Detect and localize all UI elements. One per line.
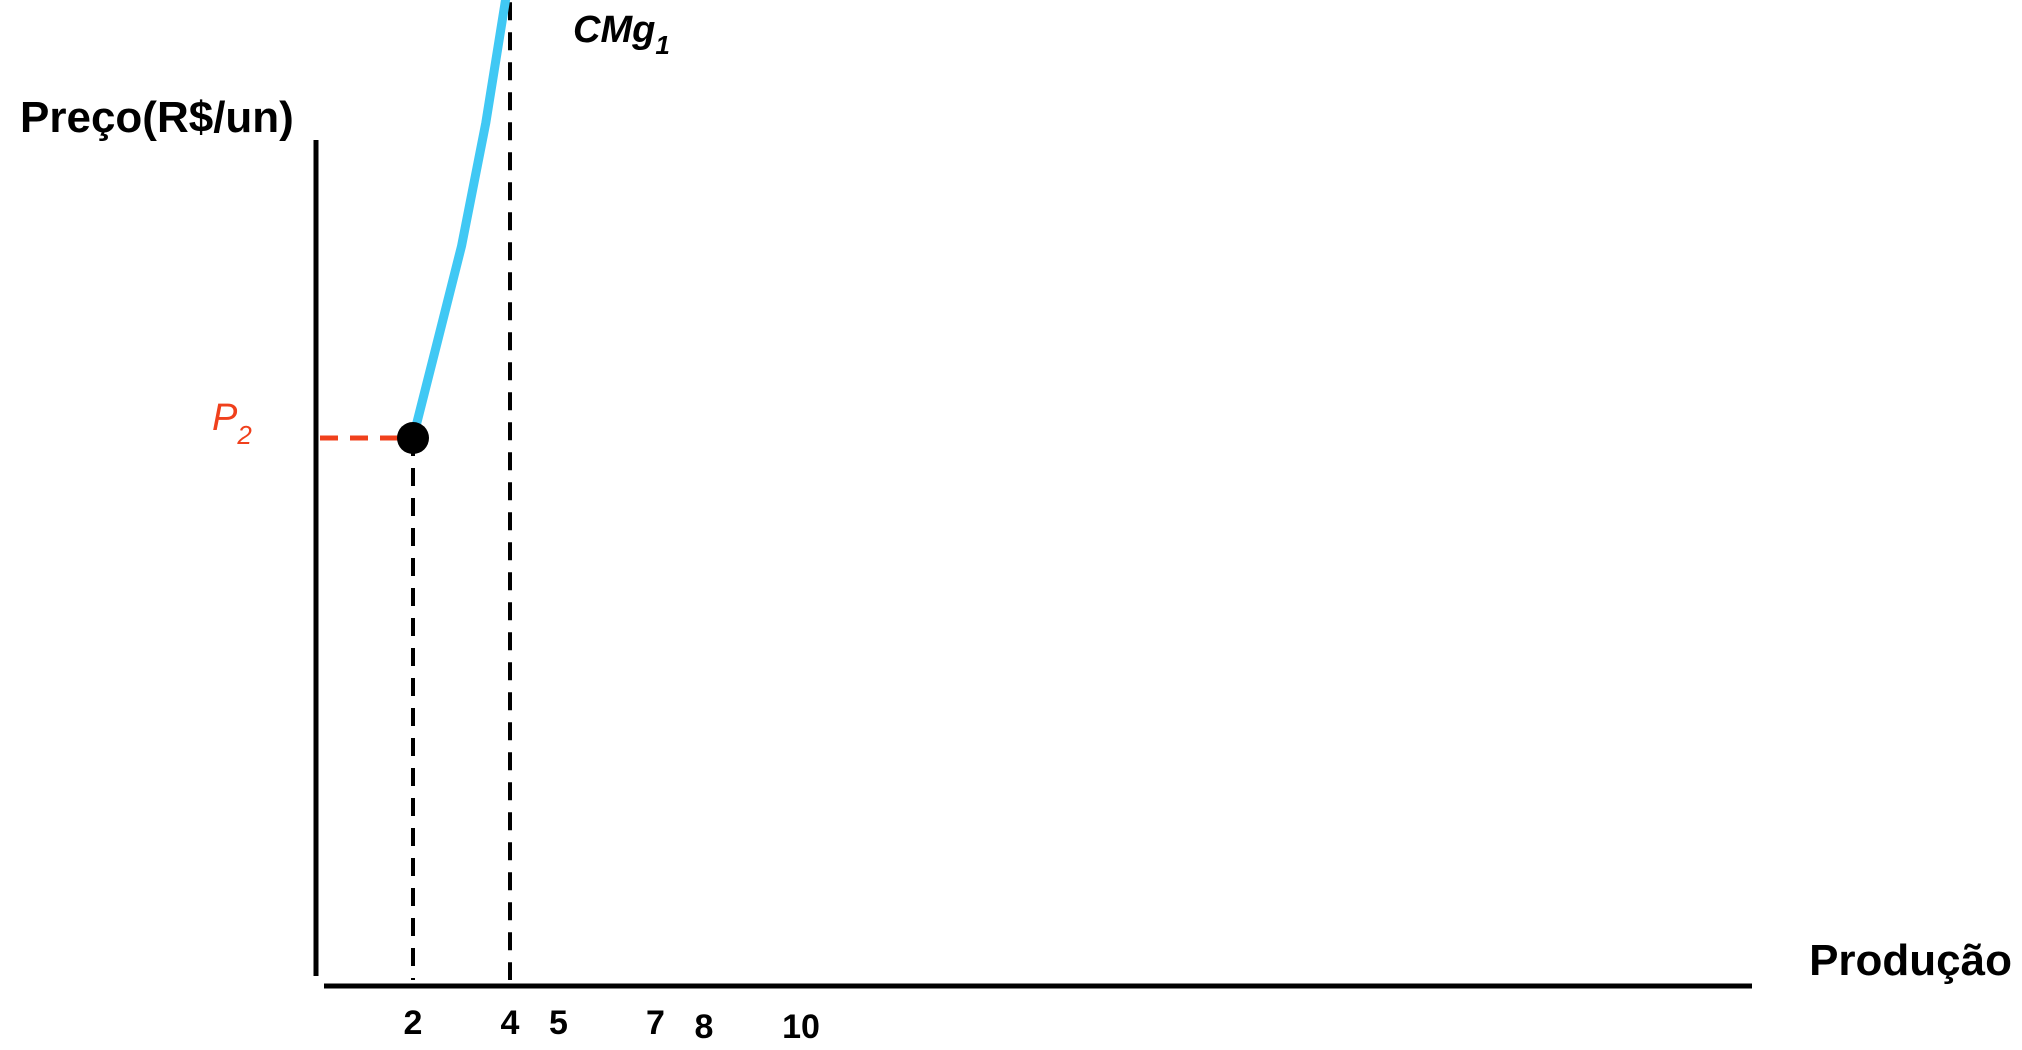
points: P2P3 (212, 397, 429, 454)
x-tick-label-2: 2 (404, 1004, 423, 1042)
x-tick-label-5: 5 (549, 1004, 568, 1042)
x-tick-label-7: 7 (646, 1004, 665, 1042)
x-tick-labels: 2 4 5 7 8 10 (404, 1004, 820, 1046)
curve-label-subscript: 1 (655, 30, 669, 60)
price-label-2: P2 (212, 397, 252, 450)
x-axis-title: Produção (1809, 936, 2012, 985)
curve-label: CMg1 (573, 9, 670, 60)
curve-label-main: CMg (573, 9, 655, 51)
point-2 (397, 422, 429, 454)
x-tick-label-8: 8 (695, 1008, 714, 1045)
cmg-curve (408, 0, 511, 443)
x-tick-label-10: 10 (782, 1008, 820, 1045)
price-label-main: P (212, 397, 238, 439)
x-tick-label-4: 4 (501, 1004, 520, 1042)
price-label-subscript: 2 (236, 420, 252, 450)
y-axis-title: Preço(R$/un) (20, 93, 294, 142)
